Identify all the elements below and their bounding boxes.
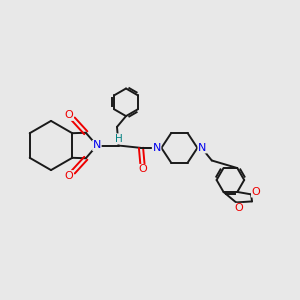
Text: N: N bbox=[198, 143, 206, 153]
Text: H: H bbox=[115, 134, 123, 144]
Text: O: O bbox=[251, 187, 260, 197]
Text: N: N bbox=[93, 140, 101, 151]
Text: O: O bbox=[138, 164, 147, 175]
Text: O: O bbox=[234, 203, 243, 214]
Text: N: N bbox=[152, 143, 161, 153]
Text: O: O bbox=[64, 171, 74, 181]
Text: O: O bbox=[64, 110, 74, 120]
